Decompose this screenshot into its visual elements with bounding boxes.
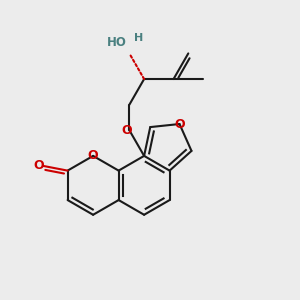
- Text: O: O: [88, 149, 98, 162]
- Text: H: H: [134, 33, 143, 43]
- Text: HO: HO: [106, 36, 126, 49]
- Text: O: O: [174, 118, 185, 130]
- Text: O: O: [122, 124, 132, 137]
- Text: O: O: [33, 158, 44, 172]
